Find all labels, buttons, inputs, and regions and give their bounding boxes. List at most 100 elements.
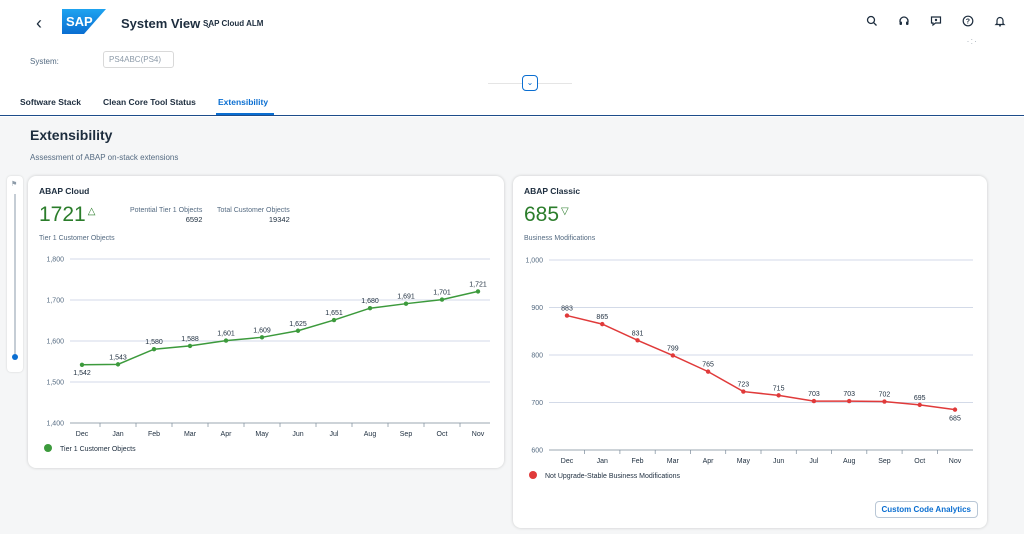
data-point: [846, 398, 852, 404]
y-tick-label: 1,000: [525, 258, 543, 265]
x-tick-label: Nov: [472, 431, 485, 438]
data-label: 883: [561, 306, 573, 313]
x-tick-label: Sep: [878, 458, 891, 465]
custom-code-analytics-button[interactable]: Custom Code Analytics: [874, 501, 978, 518]
data-label: 1,721: [469, 281, 487, 288]
rail-track: [14, 194, 16, 354]
bell-icon[interactable]: [984, 15, 1016, 30]
anchor-rail[interactable]: ⚑: [7, 176, 23, 372]
tier1-line-chart: 1,400 1,500 1,600 1,700 1,800 Dec Jan Feb Mar Apr…: [46, 257, 490, 438]
x-tick-label: Jun: [773, 458, 784, 465]
app-title-menu[interactable]: System View ⌄: [121, 16, 213, 31]
card-title: ABAP Classic: [524, 186, 581, 196]
data-point: [115, 362, 121, 367]
sub-kpi-potential: Potential Tier 1 Objects 6592: [130, 207, 202, 224]
data-label: 685: [949, 416, 961, 423]
sub-kpi-label: Total Customer Objects: [217, 207, 290, 214]
abap-cloud-card[interactable]: ABAP Cloud 1721 △ Potential Tier 1 Object…: [28, 176, 504, 468]
kpi-label: Tier 1 Customer Objects: [39, 235, 115, 242]
data-label: 1,601: [217, 331, 235, 338]
data-point: [439, 297, 445, 302]
data-point: [635, 338, 640, 343]
data-point: [295, 328, 301, 333]
data-label: 703: [808, 391, 820, 398]
trend-up-icon: △: [87, 206, 96, 217]
system-field[interactable]: PS4ABC(PS4): [103, 51, 174, 68]
legend-label: Tier 1 Customer Objects: [60, 445, 136, 453]
tab-software-stack[interactable]: Software Stack: [20, 97, 81, 107]
collapse-header-button[interactable]: ⌄: [522, 75, 538, 91]
data-point: [475, 289, 481, 294]
data-label: 1,543: [109, 354, 127, 361]
data-point: [331, 317, 337, 323]
data-point: [882, 399, 887, 404]
y-tick-label: 1,600: [46, 339, 64, 346]
x-tick-label: Apr: [703, 458, 715, 465]
x-tick-label: Jul: [330, 431, 339, 438]
tab-clean-core-tool-status[interactable]: Clean Core Tool Status: [103, 97, 196, 107]
sub-kpi-total: Total Customer Objects 19342: [217, 207, 290, 224]
data-point: [151, 347, 157, 352]
search-icon[interactable]: [856, 15, 888, 30]
page-title: Extensibility: [30, 127, 113, 143]
card-title: ABAP Cloud: [39, 186, 90, 196]
data-label: 765: [702, 362, 714, 369]
x-tick-label: Aug: [364, 431, 377, 438]
sap-logo[interactable]: SAP: [62, 9, 106, 34]
data-point: [259, 335, 265, 340]
x-tick-label: Dec: [561, 458, 574, 465]
data-point: [741, 389, 746, 394]
x-tick-label: May: [255, 431, 269, 438]
y-tick-label: 600: [531, 448, 543, 455]
series-line: [81, 290, 479, 366]
abap-classic-card[interactable]: ABAP Classic 685 ▽ Business Modifications…: [513, 176, 987, 528]
headset-icon[interactable]: [888, 15, 920, 30]
data-label: 865: [596, 314, 608, 321]
kpi-value: 685 ▽: [524, 203, 569, 227]
x-tick-label: Jun: [292, 431, 303, 438]
y-tick-label: 1,800: [46, 257, 64, 264]
chevron-down-icon: ⌄: [526, 78, 534, 87]
x-tick-label: Feb: [148, 431, 160, 438]
kpi-value: 1721 △: [39, 203, 95, 227]
chart-legend[interactable]: Tier 1 Customer Objects: [44, 444, 136, 453]
data-label: 702: [879, 392, 891, 399]
y-tick-label: 700: [531, 400, 543, 407]
x-tick-label: Apr: [221, 431, 233, 438]
tab-extensibility[interactable]: Extensibility: [218, 97, 269, 107]
data-point: [600, 321, 605, 327]
legend-label: Not Upgrade-Stable Business Modification…: [545, 472, 681, 480]
x-tick-label: Aug: [843, 458, 856, 465]
drag-handle-icon[interactable]: ·:·: [966, 36, 978, 46]
tab-active-indicator: [216, 113, 274, 115]
back-button[interactable]: ‹: [36, 13, 42, 33]
sub-kpi-value: 19342: [268, 215, 290, 224]
help-icon[interactable]: ?: [952, 15, 984, 30]
data-label: 1,588: [181, 336, 199, 343]
data-point: [811, 398, 817, 404]
data-point: [187, 343, 193, 349]
data-point: [670, 353, 676, 358]
legend-marker: [529, 471, 537, 479]
data-point: [705, 369, 711, 374]
trend-down-icon: ▽: [561, 206, 569, 217]
x-tick-label: Jan: [597, 458, 608, 465]
chat-icon[interactable]: [920, 15, 952, 30]
chart-legend[interactable]: Not Upgrade-Stable Business Modification…: [529, 471, 681, 480]
data-label: 695: [914, 395, 926, 402]
rail-position-marker[interactable]: [12, 354, 18, 360]
system-label: System:: [30, 57, 59, 66]
series-line: [566, 314, 956, 411]
data-point: [564, 313, 570, 318]
y-tick-label: 1,700: [46, 298, 64, 305]
x-tick-label: Mar: [184, 431, 197, 438]
x-tick-label: Sep: [400, 431, 413, 438]
x-tick-label: Dec: [76, 431, 89, 438]
x-tick-label: Jan: [112, 431, 123, 438]
kpi-number: 685: [524, 203, 560, 226]
y-tick-label: 800: [531, 353, 543, 360]
tab-bar: Software Stack Clean Core Tool Status Ex…: [0, 92, 1024, 116]
x-tick-label: Mar: [667, 458, 680, 465]
y-tick-label: 900: [531, 305, 543, 312]
data-point: [917, 402, 922, 408]
